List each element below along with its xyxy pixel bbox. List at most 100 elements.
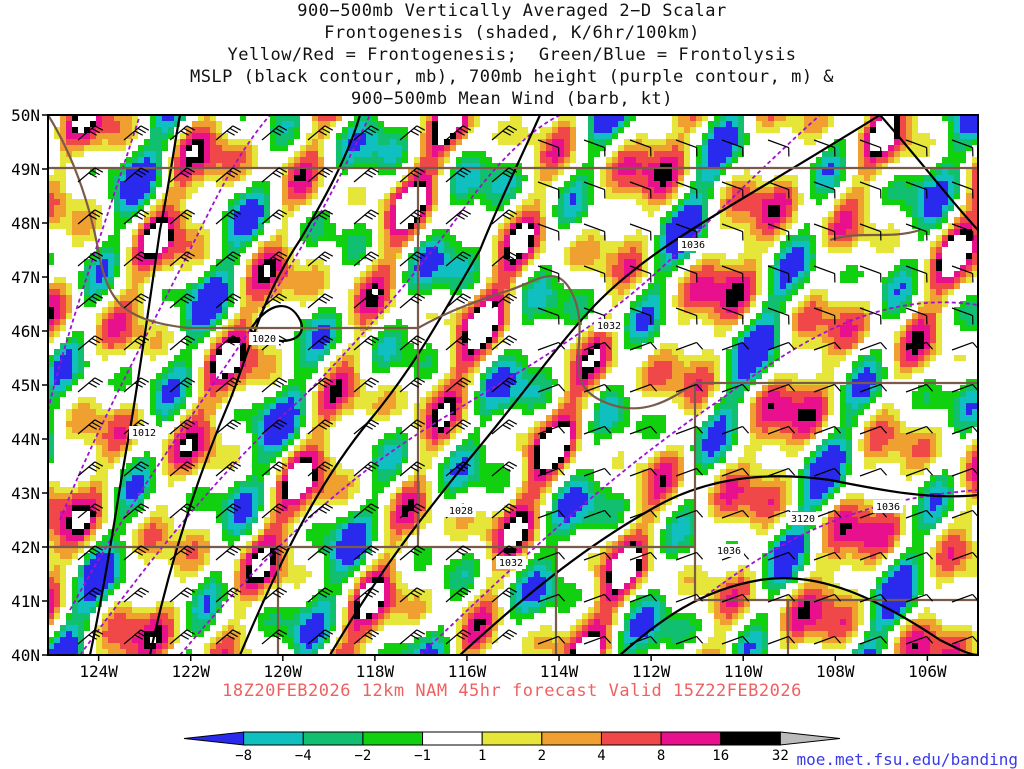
shading-cell bbox=[564, 403, 570, 409]
shading-cell bbox=[396, 349, 402, 355]
shading-cell bbox=[678, 319, 684, 325]
shading-cell bbox=[462, 337, 468, 343]
shading-cell bbox=[756, 205, 762, 211]
shading-cell bbox=[858, 175, 864, 181]
shading-cell bbox=[804, 139, 810, 145]
shading-cell bbox=[390, 235, 396, 241]
shading-cell bbox=[498, 253, 504, 259]
shading-cell bbox=[726, 283, 732, 289]
shading-cell bbox=[390, 409, 396, 415]
shading-cell bbox=[462, 193, 468, 199]
shading-cell bbox=[492, 235, 498, 241]
shading-cell bbox=[894, 265, 900, 271]
shading-cell bbox=[594, 337, 600, 343]
shading-cell bbox=[930, 241, 936, 247]
shading-cell bbox=[588, 187, 594, 193]
shading-cell bbox=[348, 367, 354, 373]
shading-cell bbox=[258, 289, 264, 295]
shading-cell bbox=[528, 253, 534, 259]
shading-cell bbox=[60, 391, 66, 397]
shading-cell bbox=[720, 199, 726, 205]
shading-cell bbox=[468, 277, 474, 283]
shading-cell bbox=[54, 295, 60, 301]
shading-cell bbox=[582, 379, 588, 385]
shading-cell bbox=[726, 145, 732, 151]
shading-cell bbox=[786, 289, 792, 295]
shading-cell bbox=[252, 217, 258, 223]
shading-cell bbox=[390, 169, 396, 175]
shading-cell bbox=[750, 301, 756, 307]
shading-cell bbox=[600, 247, 606, 253]
shading-cell bbox=[900, 283, 906, 289]
shading-cell bbox=[486, 175, 492, 181]
shading-cell bbox=[60, 211, 66, 217]
shading-cell bbox=[144, 277, 150, 283]
shading-cell bbox=[732, 127, 738, 133]
shading-cell bbox=[972, 307, 978, 313]
shading-cell bbox=[300, 361, 306, 367]
shading-cell bbox=[300, 223, 306, 229]
shading-cell bbox=[678, 169, 684, 175]
shading-cell bbox=[396, 145, 402, 151]
shading-cell bbox=[240, 139, 246, 145]
shading-cell bbox=[174, 193, 180, 199]
shading-cell bbox=[900, 373, 906, 379]
shading-cell bbox=[390, 127, 396, 133]
shading-cell bbox=[804, 247, 810, 253]
shading-cell bbox=[462, 163, 468, 169]
shading-cell bbox=[534, 133, 540, 139]
shading-cell bbox=[594, 241, 600, 247]
shading-cell bbox=[708, 253, 714, 259]
shading-cell bbox=[588, 343, 594, 349]
shading-cell bbox=[504, 355, 510, 361]
shading-cell bbox=[438, 277, 444, 283]
shading-cell bbox=[906, 139, 912, 145]
shading-cell bbox=[756, 247, 762, 253]
shading-cell bbox=[660, 265, 666, 271]
shading-cell bbox=[750, 397, 756, 403]
shading-cell bbox=[174, 295, 180, 301]
shading-cell bbox=[408, 259, 414, 265]
shading-cell bbox=[768, 211, 774, 217]
shading-cell bbox=[876, 385, 882, 391]
shading-cell bbox=[786, 409, 792, 415]
shading-cell bbox=[240, 229, 246, 235]
shading-cell bbox=[594, 373, 600, 379]
shading-cell bbox=[354, 241, 360, 247]
shading-cell bbox=[504, 139, 510, 145]
shading-cell bbox=[192, 403, 198, 409]
shading-cell bbox=[948, 133, 954, 139]
shading-cell bbox=[798, 127, 804, 133]
shading-cell bbox=[354, 289, 360, 295]
shading-cell bbox=[324, 313, 330, 319]
shading-cell bbox=[840, 403, 846, 409]
shading-cell bbox=[624, 277, 630, 283]
shading-cell bbox=[582, 373, 588, 379]
shading-cell bbox=[504, 283, 510, 289]
shading-cell bbox=[306, 343, 312, 349]
shading-cell bbox=[972, 163, 978, 169]
shading-cell bbox=[654, 151, 660, 157]
shading-cell bbox=[216, 385, 222, 391]
shading-cell bbox=[600, 367, 606, 373]
shading-cell bbox=[606, 367, 612, 373]
shading-cell bbox=[210, 319, 216, 325]
shading-cell bbox=[498, 355, 504, 361]
shading-cell bbox=[546, 307, 552, 313]
shading-cell bbox=[132, 115, 138, 121]
shading-cell bbox=[642, 271, 648, 277]
shading-cell bbox=[882, 241, 888, 247]
shading-cell bbox=[546, 145, 552, 151]
shading-cell bbox=[750, 343, 756, 349]
shading-cell bbox=[186, 217, 192, 223]
shading-cell bbox=[720, 121, 726, 127]
shading-cell bbox=[396, 361, 402, 367]
shading-cell bbox=[678, 127, 684, 133]
shading-cell bbox=[390, 145, 396, 151]
shading-cell bbox=[390, 301, 396, 307]
shading-cell bbox=[618, 283, 624, 289]
shading-cell bbox=[858, 157, 864, 163]
shading-cell bbox=[894, 355, 900, 361]
shading-cell bbox=[894, 361, 900, 367]
shading-cell bbox=[324, 367, 330, 373]
